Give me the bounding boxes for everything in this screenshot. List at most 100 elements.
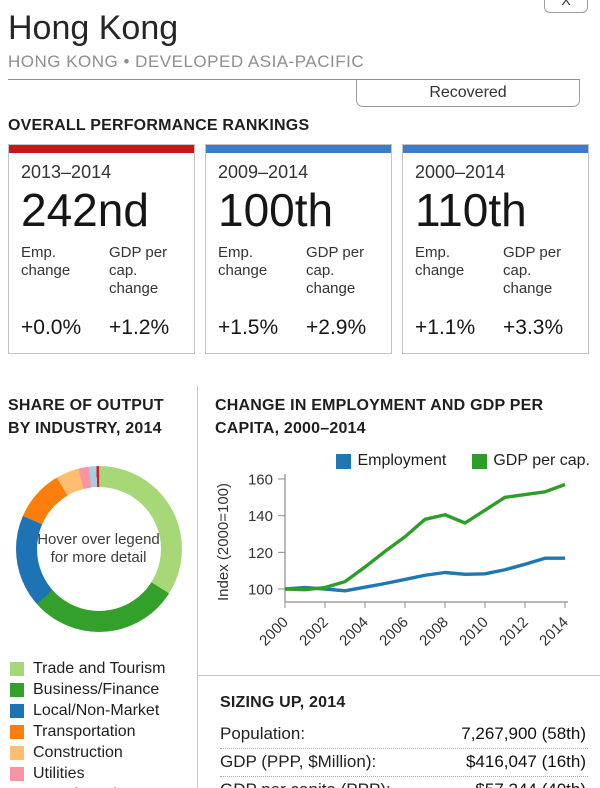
emp-change-value: +1.5% (218, 315, 279, 339)
x-tick-label: 2004 (336, 614, 372, 650)
sizing-table-row: GDP (PPP, $Million): $416,047 (16th) (220, 749, 588, 778)
employment-gdp-line-chart: 100 120 140 160 2000 2002 2004 2006 2008 2010 2012… (215, 472, 572, 650)
x-tick-label: 2002 (296, 614, 332, 650)
card-rank: 100th (218, 184, 334, 237)
card-period: 2000–2014 (415, 162, 506, 183)
series-swatch-icon (336, 453, 352, 469)
industry-legend-item[interactable]: Business/Finance (10, 679, 189, 700)
legend-label: Transportation (33, 722, 136, 740)
sizing-table-row: GDP per capita (PPP): $57,244 (40th) (220, 777, 588, 788)
gdp-change-label: GDP per cap. change (109, 243, 168, 297)
industry-heading: SHARE OF OUTPUT BY INDUSTRY, 2014 (8, 396, 164, 437)
gdp-change-label: GDP per cap. change (503, 243, 562, 297)
recovered-status-button[interactable]: Recovered (356, 79, 580, 108)
ranking-cards: 2013–2014 242nd Emp. change GDP per cap.… (8, 144, 589, 354)
region-subtitle: HONG KONG • DEVELOPED ASIA-PACIFIC (8, 52, 365, 72)
series-label: GDP per cap. (493, 452, 590, 470)
card-accent-bar (206, 145, 391, 154)
donut-center-text: Hover over legend for more detail (37, 531, 160, 567)
sizing-heading: SIZING UP, 2014 (220, 694, 346, 712)
header-divider (8, 79, 580, 81)
legend-label: Local/Non-Market (33, 701, 160, 719)
gdp-change-label: GDP per cap. change (306, 243, 365, 297)
series-label: Employment (357, 452, 447, 470)
industry-legend-item[interactable]: Trade and Tourism (10, 658, 189, 679)
ranking-card-2009-2014: 2009–2014 100th Emp. change GDP per cap.… (205, 144, 392, 354)
industry-legend-item[interactable]: Construction (10, 742, 189, 763)
sizing-row-label: GDP (PPP, $Million): (220, 752, 377, 772)
series-swatch-icon (472, 453, 488, 469)
legend-swatch-icon (10, 745, 24, 760)
sizing-row-value: 7,267,900 (58th) (461, 724, 586, 744)
sizing-table: Population: 7,267,900 (58th) GDP (PPP, $Mi… (220, 721, 588, 788)
card-period: 2013–2014 (21, 162, 112, 183)
x-tick-label: 2012 (496, 614, 532, 650)
chart-legend-item: GDP per cap. (472, 452, 590, 470)
industry-donut-chart: Hover over legend for more detail (15, 466, 182, 633)
right-column: CHANGE IN EMPLOYMENT AND GDP PER CAPITA,… (198, 386, 600, 788)
industry-legend-item[interactable]: Utilities (10, 763, 189, 784)
ranking-card-2013-2014: 2013–2014 242nd Emp. change GDP per cap.… (8, 144, 195, 354)
legend-swatch-icon (10, 682, 24, 697)
chart-legend-item: Employment (336, 452, 446, 470)
industry-legend-item[interactable]: Manufacturing (10, 784, 189, 788)
x-tick-label: 2000 (256, 614, 292, 650)
donut-hole: Hover over legend for more detail (36, 487, 161, 612)
y-tick-label: 100 (248, 582, 273, 599)
gdp-change-value: +2.9% (306, 315, 367, 339)
card-accent-bar (9, 145, 194, 154)
legend-label: Utilities (33, 764, 85, 782)
sizing-up-section: SIZING UP, 2014 Population: 7,267,900 (58… (198, 675, 600, 788)
emp-change-value: +0.0% (21, 315, 82, 339)
sizing-row-label: GDP per capita (PPP): (220, 780, 391, 788)
legend-label: Trade and Tourism (33, 659, 166, 677)
legend-label: Construction (33, 743, 123, 761)
emp-change-label: Emp. change (218, 243, 268, 279)
page-title: Hong Kong (8, 9, 179, 47)
sizing-row-value: $57,244 (40th) (475, 780, 586, 788)
card-accent-bar (403, 145, 588, 154)
sizing-row-label: Population: (220, 724, 306, 744)
rankings-heading: OVERALL PERFORMANCE RANKINGS (8, 117, 310, 135)
close-icon: X (561, 0, 571, 8)
gdp-change-value: +1.2% (109, 315, 170, 339)
y-axis-title: Index (2000=100) (215, 483, 232, 601)
legend-swatch-icon (10, 766, 24, 781)
x-tick-label: 2008 (416, 614, 452, 650)
profile-header: X Hong Kong HONG KONG • DEVELOPED ASIA-P… (0, 0, 600, 108)
line-chart-legend: Employment GDP per cap. (215, 452, 590, 470)
card-rank: 110th (415, 184, 527, 237)
line-chart-heading: CHANGE IN EMPLOYMENT AND GDP PER CAPITA,… (215, 396, 544, 437)
y-tick-label: 140 (248, 508, 273, 525)
emp-change-value: +1.1% (415, 315, 476, 339)
y-tick-label: 120 (248, 545, 273, 562)
legend-swatch-icon (10, 661, 24, 676)
x-tick-label: 2006 (376, 614, 412, 650)
y-tick-label: 160 (248, 472, 273, 489)
card-rank: 242nd (21, 184, 149, 237)
legend-label: Business/Finance (33, 680, 160, 698)
content-columns: SHARE OF OUTPUT BY INDUSTRY, 2014 Hover … (0, 385, 600, 788)
x-tick-label: 2014 (536, 614, 572, 650)
x-tick-label: 2010 (456, 614, 492, 650)
header-rule-row: Recovered (8, 79, 600, 108)
industry-legend-item[interactable]: Local/Non-Market (10, 700, 189, 721)
industry-legend: Trade and Tourism Business/Finance Local/N… (10, 658, 189, 788)
industry-legend-item[interactable]: Transportation (10, 721, 189, 742)
legend-swatch-icon (10, 703, 24, 718)
emp-change-label: Emp. change (415, 243, 465, 279)
industry-column: SHARE OF OUTPUT BY INDUSTRY, 2014 Hover … (0, 385, 198, 788)
status-badge: Recovered (429, 84, 507, 102)
legend-swatch-icon (10, 724, 24, 739)
close-button[interactable]: X (544, 0, 588, 13)
legend-label: Manufacturing (33, 786, 134, 788)
card-period: 2009–2014 (218, 162, 309, 183)
gdp-change-value: +3.3% (503, 315, 564, 339)
series-line-employment (284, 556, 565, 593)
sizing-table-row: Population: 7,267,900 (58th) (220, 721, 588, 750)
sizing-row-value: $416,047 (16th) (465, 752, 586, 772)
ranking-card-2000-2014: 2000–2014 110th Emp. change GDP per cap.… (402, 144, 589, 354)
emp-change-label: Emp. change (21, 243, 71, 279)
series-line-gdp-per-cap- (284, 482, 566, 592)
employment-gdp-chart-section: CHANGE IN EMPLOYMENT AND GDP PER CAPITA,… (198, 394, 600, 671)
